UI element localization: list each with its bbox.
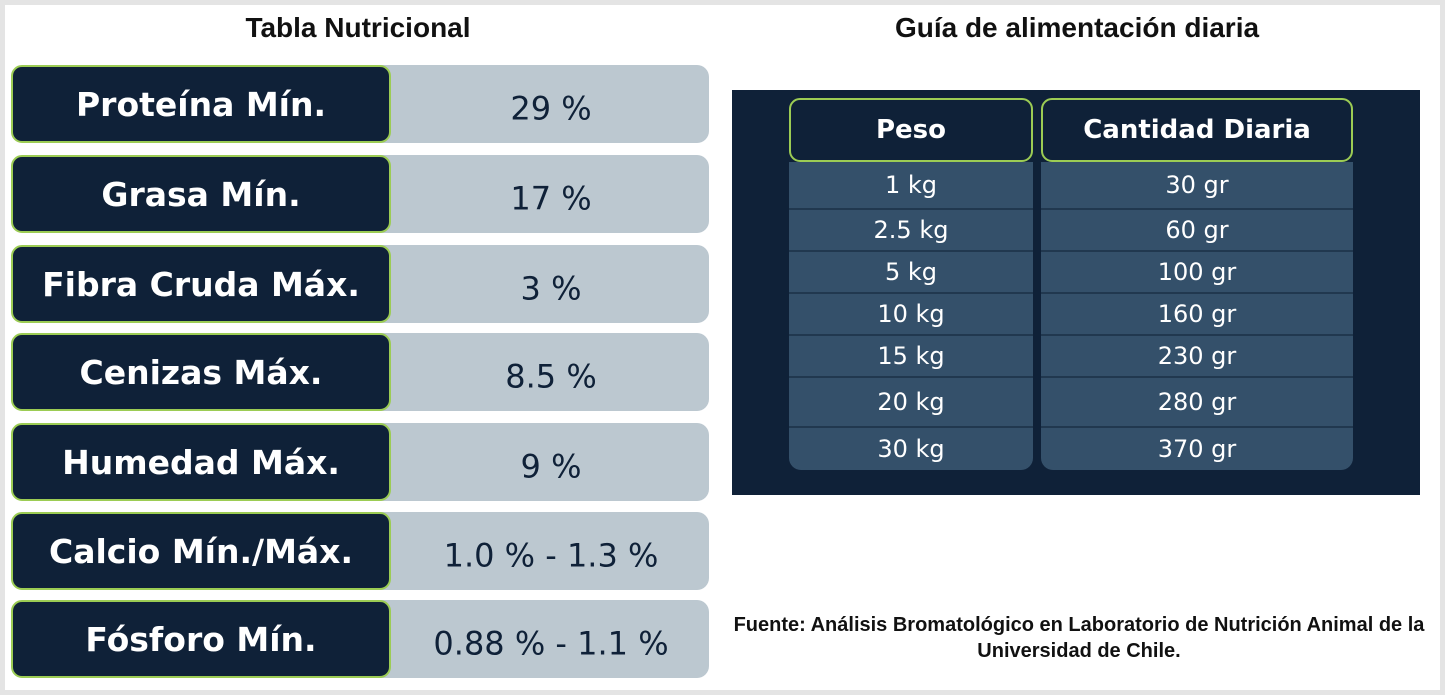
- weight-cell: 20 kg: [789, 378, 1033, 428]
- daily-amount-column-body: 30 gr 60 gr 100 gr 160 gr 230 gr 280 gr …: [1041, 162, 1353, 470]
- nutrition-row: 9 % Humedad Máx.: [11, 423, 709, 501]
- source-note: Fuente: Análisis Bromatológico en Labora…: [733, 614, 1425, 662]
- nutrition-table-title: Tabla Nutricional: [245, 12, 471, 43]
- weight-cell: 1 kg: [789, 162, 1033, 210]
- nutrition-label: Fósforo Mín.: [11, 600, 391, 678]
- nutrition-row: 3 % Fibra Cruda Máx.: [11, 245, 709, 323]
- weight-cell: 10 kg: [789, 294, 1033, 336]
- nutrition-row: 0.88 % - 1.1 % Fósforo Mín.: [11, 600, 709, 678]
- nutrition-label: Cenizas Máx.: [11, 333, 391, 411]
- weight-cell: 5 kg: [789, 252, 1033, 294]
- weight-cell: 30 kg: [877, 435, 945, 463]
- daily-amount-header: Cantidad Diaria: [1041, 98, 1353, 162]
- amount-cell: 60 gr: [1041, 210, 1353, 252]
- amount-cell: 280 gr: [1041, 378, 1353, 428]
- weight-column-body: 1 kg 2.5 kg 5 kg 10 kg 15 kg 20 kg 30 kg: [789, 162, 1033, 470]
- nutrition-value: 0.88 % - 1.1 %: [433, 624, 669, 663]
- nutrition-label: Grasa Mín.: [11, 155, 391, 233]
- amount-cell: 30 gr: [1041, 162, 1353, 210]
- nutrition-value: 17 %: [510, 179, 592, 218]
- amount-cell: 160 gr: [1041, 294, 1353, 336]
- nutrition-label: Proteína Mín.: [11, 65, 391, 143]
- nutrition-value: 9 %: [520, 447, 582, 486]
- weight-header: Peso: [789, 98, 1033, 162]
- nutrition-row: 8.5 % Cenizas Máx.: [11, 333, 709, 411]
- amount-cell: 100 gr: [1041, 252, 1353, 294]
- weight-cell: 15 kg: [789, 336, 1033, 378]
- nutrition-label: Humedad Máx.: [11, 423, 391, 501]
- nutrition-value: 8.5 %: [505, 357, 597, 396]
- weight-cell: 2.5 kg: [789, 210, 1033, 252]
- amount-cell: 370 gr: [1157, 435, 1237, 463]
- nutrition-label: Fibra Cruda Máx.: [11, 245, 391, 323]
- nutrition-row: 29 % Proteína Mín.: [11, 65, 709, 143]
- nutrition-row: 1.0 % - 1.3 % Calcio Mín./Máx.: [11, 512, 709, 590]
- nutrition-value: 29 %: [510, 89, 592, 128]
- feeding-guide-title: Guía de alimentación diaria: [894, 12, 1260, 43]
- nutrition-label: Calcio Mín./Máx.: [11, 512, 391, 590]
- nutrition-row: 17 % Grasa Mín.: [11, 155, 709, 233]
- amount-cell: 230 gr: [1041, 336, 1353, 378]
- nutrition-value: 1.0 % - 1.3 %: [443, 536, 659, 575]
- nutrition-value: 3 %: [520, 269, 582, 308]
